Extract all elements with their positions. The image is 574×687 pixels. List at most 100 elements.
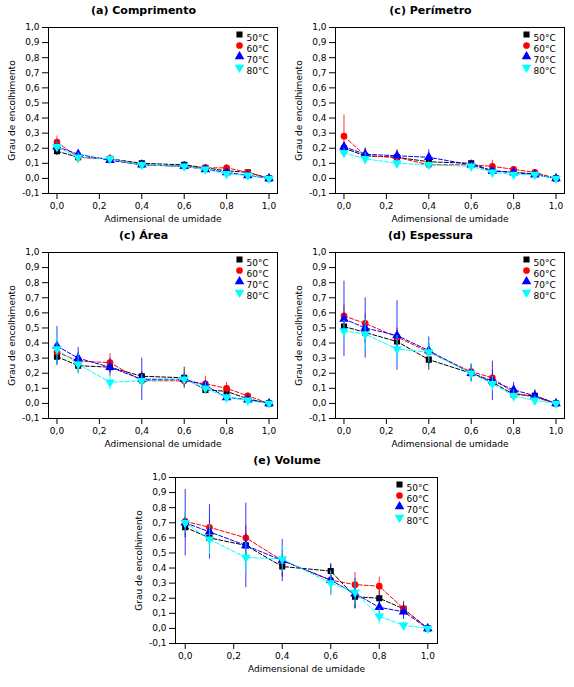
svg-text:80°C: 80°C [247,66,269,76]
svg-text:0,5: 0,5 [25,323,39,333]
svg-text:0,6: 0,6 [177,426,192,436]
svg-text:Grau de encolhimento: Grau de encolhimento [7,285,17,386]
svg-text:-0,1: -0,1 [309,413,327,423]
svg-text:0,4: 0,4 [25,338,40,348]
svg-text:0,2: 0,2 [312,368,326,378]
svg-text:Adimensional de umidade: Adimensional de umidade [391,214,509,224]
svg-text:0,3: 0,3 [25,353,39,363]
svg-text:50°C: 50°C [534,258,556,268]
svg-text:0,5: 0,5 [152,548,166,558]
svg-text:0,2: 0,2 [25,368,39,378]
svg-text:0,8: 0,8 [219,201,234,211]
svg-text:Adimensional de umidade: Adimensional de umidade [391,439,509,449]
svg-text:0,0: 0,0 [337,201,352,211]
svg-text:0,4: 0,4 [312,113,327,123]
svg-text:0,6: 0,6 [25,83,40,93]
svg-text:1,0: 1,0 [262,201,277,211]
svg-text:50°C: 50°C [534,33,556,43]
svg-text:70°C: 70°C [247,55,269,65]
svg-text:0,9: 0,9 [312,262,327,272]
svg-text:0,6: 0,6 [152,533,167,543]
svg-text:0,4: 0,4 [152,563,167,573]
svg-text:Grau de encolhimento: Grau de encolhimento [7,60,17,161]
svg-text:1,0: 1,0 [549,426,564,436]
svg-text:0,0: 0,0 [337,426,352,436]
svg-text:0,6: 0,6 [464,426,479,436]
svg-text:0,1: 0,1 [152,608,166,618]
svg-text:0,4: 0,4 [135,426,150,436]
svg-text:1,0: 1,0 [262,426,277,436]
svg-text:50°C: 50°C [407,483,429,493]
svg-text:0,3: 0,3 [312,353,326,363]
svg-text:0,0: 0,0 [312,173,327,183]
svg-text:1,0: 1,0 [25,22,40,32]
svg-text:70°C: 70°C [247,280,269,290]
svg-text:70°C: 70°C [534,55,556,65]
svg-text:0,8: 0,8 [312,53,327,63]
svg-text:1,0: 1,0 [25,247,40,257]
svg-text:0,1: 0,1 [25,158,39,168]
svg-text:0,4: 0,4 [275,651,290,661]
svg-text:0,3: 0,3 [312,128,326,138]
svg-text:0,1: 0,1 [312,158,326,168]
svg-text:0,1: 0,1 [25,383,39,393]
svg-text:0,6: 0,6 [25,308,40,318]
svg-text:0,9: 0,9 [25,262,40,272]
svg-text:Adimensional de umidade: Adimensional de umidade [104,214,222,224]
svg-text:0,8: 0,8 [506,426,521,436]
svg-text:0,6: 0,6 [312,308,327,318]
svg-text:0,1: 0,1 [312,383,326,393]
svg-text:0,0: 0,0 [152,623,167,633]
svg-text:1,0: 1,0 [152,472,167,482]
svg-text:60°C: 60°C [407,494,429,504]
svg-text:0,8: 0,8 [312,278,327,288]
svg-text:0,7: 0,7 [25,293,39,303]
svg-text:0,7: 0,7 [152,518,166,528]
svg-text:0,5: 0,5 [312,98,326,108]
svg-text:0,9: 0,9 [312,37,327,47]
svg-text:0,4: 0,4 [135,201,150,211]
svg-text:Grau de encolhimento: Grau de encolhimento [294,60,304,161]
svg-text:0,3: 0,3 [25,128,39,138]
svg-text:Grau de encolhimento: Grau de encolhimento [134,510,144,611]
svg-text:0,0: 0,0 [178,651,193,661]
svg-text:0,4: 0,4 [422,426,437,436]
svg-text:0,2: 0,2 [92,426,106,436]
svg-text:60°C: 60°C [247,269,269,279]
svg-text:0,4: 0,4 [422,201,437,211]
svg-text:0,5: 0,5 [25,98,39,108]
svg-text:0,4: 0,4 [312,338,327,348]
svg-text:0,8: 0,8 [152,503,167,513]
svg-text:0,3: 0,3 [152,578,166,588]
svg-text:0,0: 0,0 [312,398,327,408]
svg-text:-0,1: -0,1 [149,638,167,648]
svg-text:60°C: 60°C [534,269,556,279]
svg-text:0,0: 0,0 [50,426,65,436]
svg-text:0,7: 0,7 [312,68,326,78]
svg-text:60°C: 60°C [534,44,556,54]
svg-text:0,7: 0,7 [312,293,326,303]
svg-text:80°C: 80°C [534,66,556,76]
svg-text:80°C: 80°C [534,291,556,301]
svg-text:0,8: 0,8 [219,426,234,436]
svg-text:0,8: 0,8 [25,53,40,63]
svg-text:0,5: 0,5 [312,323,326,333]
svg-text:-0,1: -0,1 [309,188,327,198]
svg-text:60°C: 60°C [247,44,269,54]
svg-text:Grau de encolhimento: Grau de encolhimento [294,285,304,386]
svg-text:0,9: 0,9 [152,487,167,497]
svg-text:1,0: 1,0 [312,247,327,257]
svg-text:1,0: 1,0 [549,201,564,211]
svg-text:80°C: 80°C [407,516,429,526]
svg-text:80°C: 80°C [247,291,269,301]
svg-text:0,6: 0,6 [312,83,327,93]
svg-text:0,2: 0,2 [379,426,393,436]
svg-text:70°C: 70°C [407,505,429,515]
svg-text:50°C: 50°C [247,258,269,268]
svg-text:0,2: 0,2 [25,143,39,153]
svg-text:0,2: 0,2 [379,201,393,211]
svg-text:70°C: 70°C [534,280,556,290]
svg-text:0,0: 0,0 [25,398,40,408]
svg-text:0,2: 0,2 [227,651,241,661]
svg-text:Adimensional de umidade: Adimensional de umidade [248,664,366,674]
